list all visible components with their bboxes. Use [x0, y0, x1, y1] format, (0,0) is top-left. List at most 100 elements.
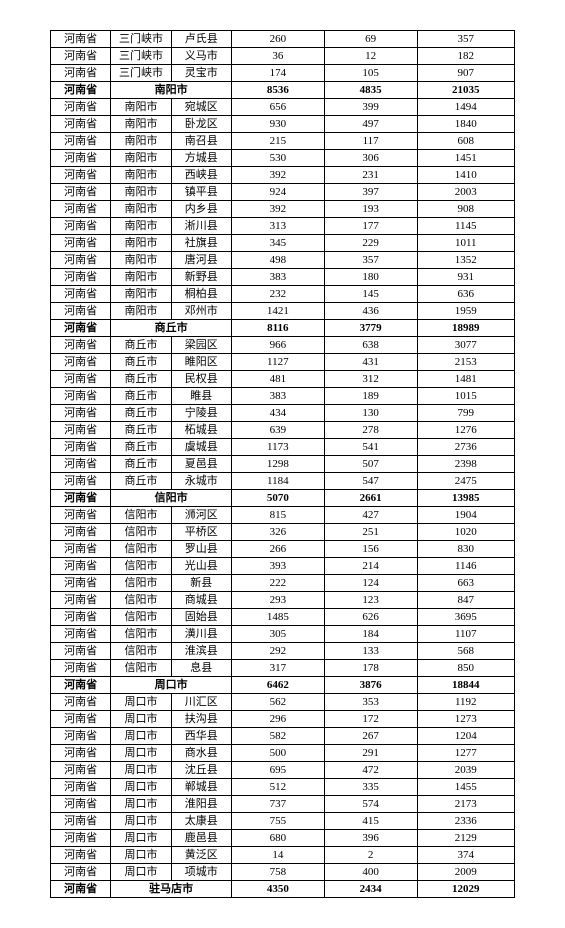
county-cell: 扶沟县: [171, 711, 231, 728]
value-cell: 260: [231, 31, 324, 48]
province-cell: 河南省: [51, 337, 111, 354]
table-row: 河南省商丘市梁园区9666383077: [51, 337, 515, 354]
table-row: 河南省商丘市民权县4813121481: [51, 371, 515, 388]
value-cell: 357: [324, 252, 417, 269]
city-cell: 信阳市: [111, 643, 171, 660]
table-row: 河南省周口市太康县7554152336: [51, 813, 515, 830]
city-summary-cell: 驻马店市: [111, 881, 232, 898]
county-cell: 镇平县: [171, 184, 231, 201]
county-cell: 项城市: [171, 864, 231, 881]
value-cell: 2434: [324, 881, 417, 898]
province-cell: 河南省: [51, 609, 111, 626]
county-cell: 固始县: [171, 609, 231, 626]
county-cell: 罗山县: [171, 541, 231, 558]
province-cell: 河南省: [51, 167, 111, 184]
city-cell: 周口市: [111, 779, 171, 796]
table-row: 河南省信阳市罗山县266156830: [51, 541, 515, 558]
value-cell: 12: [324, 48, 417, 65]
table-row: 河南省信阳市新县222124663: [51, 575, 515, 592]
value-cell: 6462: [231, 677, 324, 694]
province-cell: 河南省: [51, 745, 111, 762]
county-cell: 商水县: [171, 745, 231, 762]
county-cell: 宛城区: [171, 99, 231, 116]
table-row: 河南省南阳市淅川县3131771145: [51, 218, 515, 235]
value-cell: 180: [324, 269, 417, 286]
province-cell: 河南省: [51, 82, 111, 99]
city-cell: 周口市: [111, 762, 171, 779]
city-cell: 周口市: [111, 813, 171, 830]
value-cell: 1276: [417, 422, 514, 439]
value-cell: 562: [231, 694, 324, 711]
table-row: 河南省南阳市新野县383180931: [51, 269, 515, 286]
county-cell: 郸城县: [171, 779, 231, 796]
value-cell: 4835: [324, 82, 417, 99]
province-cell: 河南省: [51, 320, 111, 337]
table-row: 河南省商丘市8116377918989: [51, 320, 515, 337]
province-cell: 河南省: [51, 388, 111, 405]
value-cell: 1352: [417, 252, 514, 269]
province-cell: 河南省: [51, 31, 111, 48]
county-cell: 息县: [171, 660, 231, 677]
table-row: 河南省商丘市虞城县11735412736: [51, 439, 515, 456]
province-cell: 河南省: [51, 303, 111, 320]
value-cell: 393: [231, 558, 324, 575]
county-cell: 民权县: [171, 371, 231, 388]
province-cell: 河南省: [51, 626, 111, 643]
value-cell: 222: [231, 575, 324, 592]
value-cell: 695: [231, 762, 324, 779]
value-cell: 758: [231, 864, 324, 881]
value-cell: 12029: [417, 881, 514, 898]
city-cell: 周口市: [111, 745, 171, 762]
value-cell: 156: [324, 541, 417, 558]
city-cell: 商丘市: [111, 405, 171, 422]
county-cell: 方城县: [171, 150, 231, 167]
value-cell: 2336: [417, 813, 514, 830]
province-cell: 河南省: [51, 65, 111, 82]
value-cell: 4350: [231, 881, 324, 898]
province-cell: 河南省: [51, 201, 111, 218]
value-cell: 1011: [417, 235, 514, 252]
county-cell: 潢川县: [171, 626, 231, 643]
city-cell: 商丘市: [111, 354, 171, 371]
value-cell: 36: [231, 48, 324, 65]
value-cell: 215: [231, 133, 324, 150]
table-row: 河南省商丘市宁陵县434130799: [51, 405, 515, 422]
value-cell: 547: [324, 473, 417, 490]
city-summary-cell: 周口市: [111, 677, 232, 694]
value-cell: 2009: [417, 864, 514, 881]
value-cell: 291: [324, 745, 417, 762]
value-cell: 123: [324, 592, 417, 609]
value-cell: 3695: [417, 609, 514, 626]
county-cell: 永城市: [171, 473, 231, 490]
table-row: 河南省商丘市夏邑县12985072398: [51, 456, 515, 473]
value-cell: 383: [231, 388, 324, 405]
value-cell: 397: [324, 184, 417, 201]
value-cell: 14: [231, 847, 324, 864]
province-cell: 河南省: [51, 269, 111, 286]
value-cell: 907: [417, 65, 514, 82]
county-cell: 宁陵县: [171, 405, 231, 422]
table-row: 河南省信阳市平桥区3262511020: [51, 524, 515, 541]
value-cell: 1173: [231, 439, 324, 456]
province-cell: 河南省: [51, 728, 111, 745]
province-cell: 河南省: [51, 286, 111, 303]
value-cell: 1904: [417, 507, 514, 524]
value-cell: 636: [417, 286, 514, 303]
table-row: 河南省南阳市宛城区6563991494: [51, 99, 515, 116]
province-cell: 河南省: [51, 524, 111, 541]
value-cell: 924: [231, 184, 324, 201]
county-cell: 沈丘县: [171, 762, 231, 779]
value-cell: 737: [231, 796, 324, 813]
value-cell: 1481: [417, 371, 514, 388]
value-cell: 1192: [417, 694, 514, 711]
value-cell: 498: [231, 252, 324, 269]
value-cell: 357: [417, 31, 514, 48]
county-cell: 新县: [171, 575, 231, 592]
value-cell: 1146: [417, 558, 514, 575]
value-cell: 392: [231, 167, 324, 184]
value-cell: 1107: [417, 626, 514, 643]
value-cell: 231: [324, 167, 417, 184]
value-cell: 930: [231, 116, 324, 133]
city-cell: 周口市: [111, 830, 171, 847]
city-cell: 商丘市: [111, 439, 171, 456]
